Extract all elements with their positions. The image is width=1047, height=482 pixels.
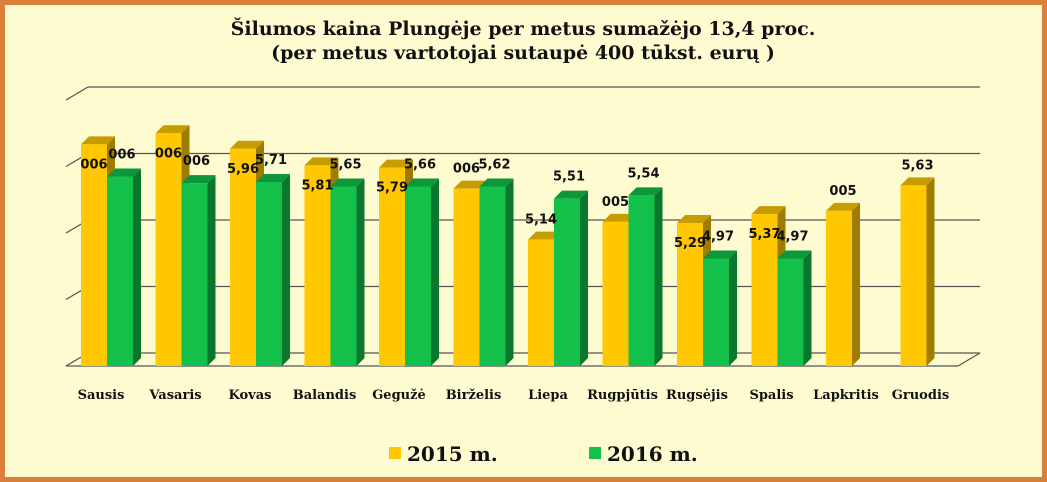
data-label-2015-Gruodis: 5,63 <box>901 158 933 173</box>
category-label: Lapkritis <box>813 388 879 403</box>
data-label-2015-Kovas: 5,96 <box>227 162 259 177</box>
bar-2016-Sausis <box>107 168 141 366</box>
bar-2016-Balandis <box>330 178 365 366</box>
category-label: Gruodis <box>892 388 949 403</box>
bar-2015-Gruodis <box>900 177 935 366</box>
category-label: Sausis <box>78 388 125 403</box>
chart-subtitle: (per metus vartotojai sutaupė 400 tūkst.… <box>271 42 775 64</box>
data-label-2015-Vasaris: 006 <box>155 146 182 161</box>
legend-label-2015: 2015 m. <box>407 442 498 466</box>
data-label-2016-Kovas: 5,71 <box>255 153 287 168</box>
bar-2016-Rugsėjis <box>703 250 737 366</box>
bar-2016-Liepa <box>554 190 588 366</box>
category-label: Vasaris <box>148 388 201 403</box>
category-label: Kovas <box>229 388 272 403</box>
data-label-2015-Rugpjūtis: 005 <box>602 195 629 210</box>
bar-2016-Vasaris <box>181 175 216 366</box>
chart-title: Šilumos kaina Plungėje per metus sumažėj… <box>231 17 816 40</box>
legend-swatch-2015 <box>389 447 401 459</box>
floor-side-edge <box>957 352 981 367</box>
data-label-2015-Lapkritis: 005 <box>829 184 856 199</box>
category-label: Gegužė <box>372 388 426 403</box>
bar-2016-Birželis <box>479 178 514 366</box>
bars <box>81 125 935 366</box>
data-label-2016-Rugpjūtis: 5,54 <box>627 166 659 181</box>
legend-label-2016: 2016 m. <box>607 442 698 466</box>
data-label-2015-Gegužė: 5,79 <box>376 181 408 196</box>
data-label-2016-Spalis: 4,97 <box>776 229 808 244</box>
data-label-2016-Gegužė: 5,66 <box>404 157 436 172</box>
grid-line-depth <box>65 86 89 101</box>
bar-2016-Gegužė <box>405 178 439 366</box>
data-label-2015-Sausis: 006 <box>80 157 107 172</box>
bar-2016-Rugpjūtis <box>628 187 663 366</box>
data-label-2015-Balandis: 5,81 <box>301 178 333 193</box>
category-label: Rugsėjis <box>666 388 728 403</box>
data-label-2015-Birželis: 006 <box>453 162 480 177</box>
bar-2016-Spalis <box>777 250 812 366</box>
bar-2016-Kovas <box>256 174 290 366</box>
category-label: Liepa <box>528 388 568 403</box>
category-label: Rugpjūtis <box>587 388 658 403</box>
data-label-2016-Rugsėjis: 4,97 <box>702 229 734 244</box>
data-label-2016-Birželis: 5,62 <box>478 157 510 172</box>
legend: 2015 m. 2016 m. <box>389 442 698 466</box>
bar-2015-Lapkritis <box>826 202 860 366</box>
category-labels: Sausis Vasaris Kovas Balandis Gegužė Birželis… <box>78 388 950 403</box>
data-label-2015-Spalis: 5,37 <box>748 227 780 242</box>
legend-swatch-2016 <box>589 447 601 459</box>
category-label: Birželis <box>446 388 502 403</box>
data-label-2016-Liepa: 5,51 <box>553 170 585 185</box>
category-label: Balandis <box>293 388 357 403</box>
data-label-2016-Vasaris: 006 <box>183 154 210 169</box>
data-label-2015-Rugsėjis: 5,29 <box>674 236 706 251</box>
data-label-2015-Liepa: 5,14 <box>525 213 557 228</box>
data-label-2016-Sausis: 006 <box>108 147 135 162</box>
data-label-2016-Balandis: 5,65 <box>329 157 361 172</box>
category-label: Spalis <box>749 388 793 403</box>
